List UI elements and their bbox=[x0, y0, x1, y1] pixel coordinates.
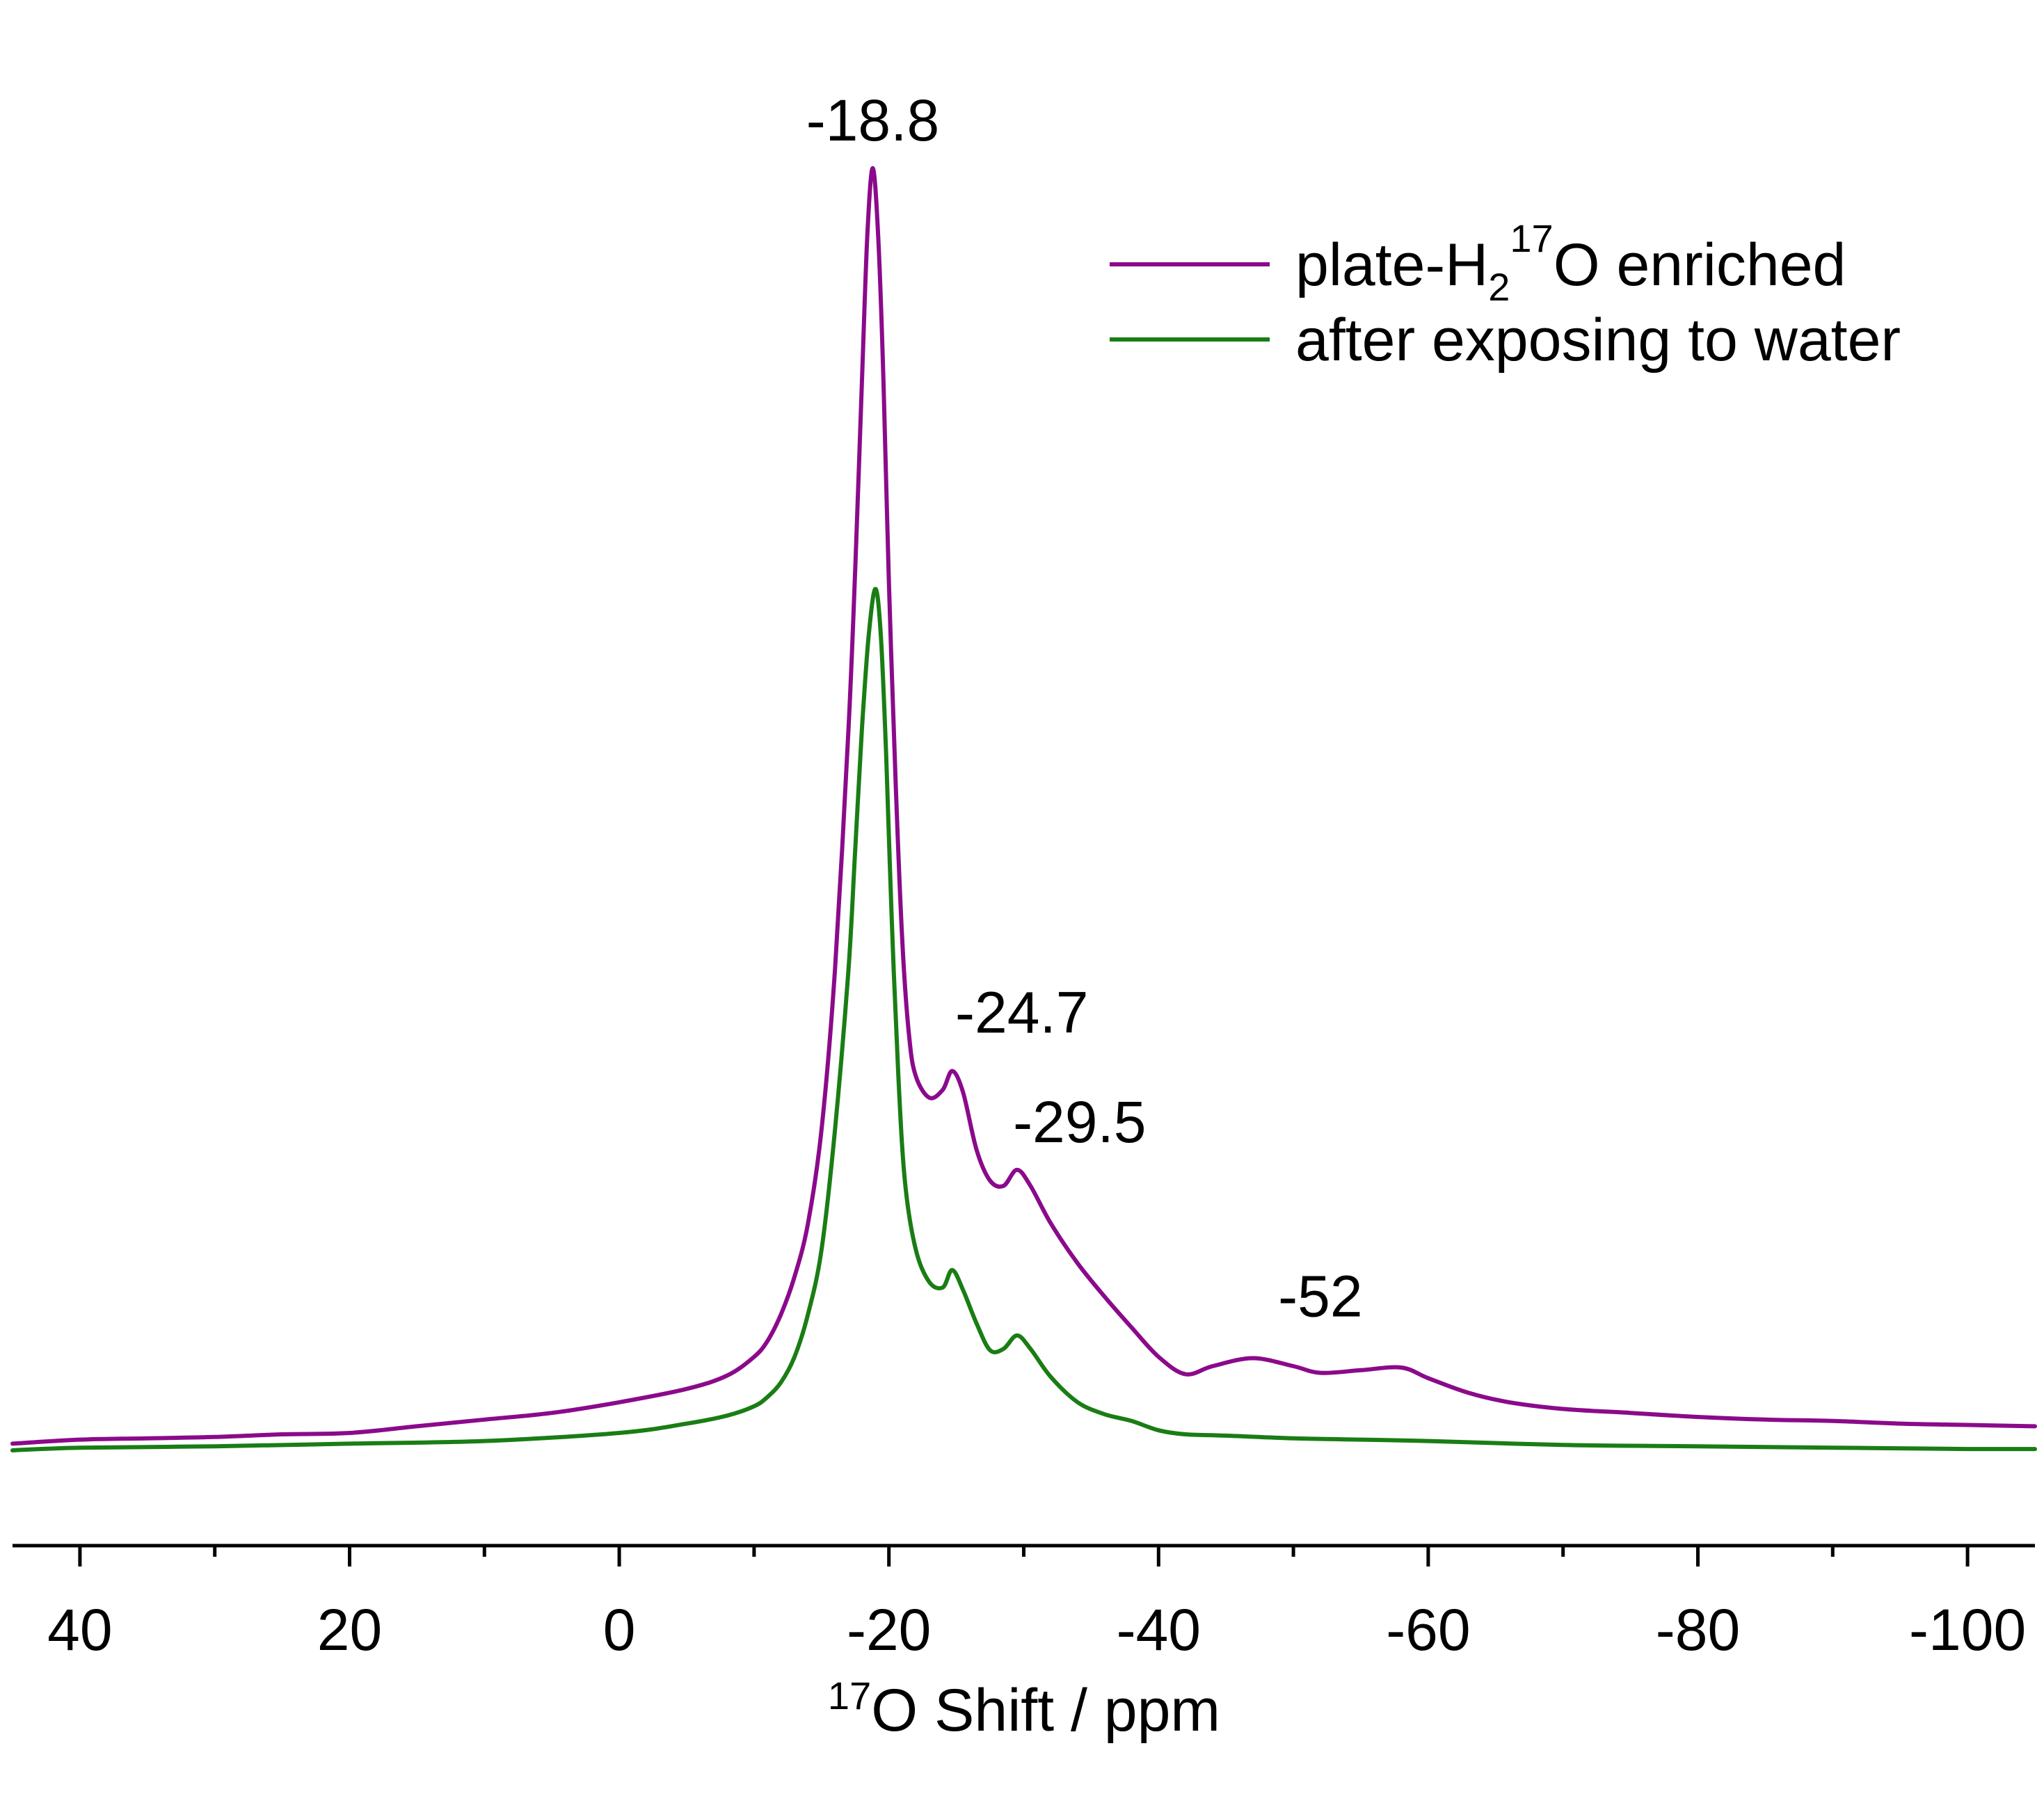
legend-label-text: plate-H bbox=[1295, 232, 1488, 298]
x-tick-label: 40 bbox=[47, 1597, 112, 1662]
x-axis-title-superscript: 17 bbox=[828, 1674, 871, 1717]
x-tick-label: -100 bbox=[1909, 1597, 2026, 1662]
x-tick-label: -20 bbox=[847, 1597, 931, 1662]
x-tick-label: -40 bbox=[1117, 1597, 1201, 1662]
x-tick-label: -80 bbox=[1656, 1597, 1740, 1662]
x-tick-labels: 40 20 0 -20 -40 -60 -80 -100 bbox=[47, 1597, 2026, 1662]
x-axis: 40 20 0 -20 -40 -60 -80 -100 17O Shift / ppm bbox=[13, 1544, 2035, 1745]
peak-label: -52 bbox=[1278, 1264, 1362, 1329]
x-tick-label: 20 bbox=[317, 1597, 382, 1662]
legend-label-text-after: O enriched bbox=[1554, 232, 1846, 298]
legend-label: plate-H217O enriched bbox=[1295, 216, 1846, 309]
x-axis-title-text: O Shift / ppm bbox=[871, 1677, 1220, 1744]
legend-label-superscript: 17 bbox=[1510, 216, 1553, 260]
peak-label: -18.8 bbox=[806, 88, 939, 153]
series-line-2 bbox=[10, 586, 2037, 1452]
peak-label: -24.7 bbox=[955, 980, 1088, 1045]
legend-label-text: after exposing to water bbox=[1295, 307, 1901, 374]
x-tick-label: 0 bbox=[603, 1597, 636, 1662]
x-tick-label: -60 bbox=[1386, 1597, 1470, 1662]
series-layer bbox=[10, 166, 2037, 1452]
legend-label: after exposing to water bbox=[1295, 307, 1901, 374]
peak-label: -29.5 bbox=[1013, 1089, 1146, 1155]
x-ticks bbox=[78, 1546, 1970, 1566]
plot-area: -18.8 -24.7 -29.5 -52 bbox=[10, 88, 2037, 1452]
peak-annotations: -18.8 -24.7 -29.5 -52 bbox=[806, 88, 1363, 1329]
series-line-1 bbox=[10, 166, 2037, 1446]
legend-label-subscript: 2 bbox=[1488, 265, 1510, 309]
x-axis-title: 17O Shift / ppm bbox=[828, 1674, 1220, 1745]
